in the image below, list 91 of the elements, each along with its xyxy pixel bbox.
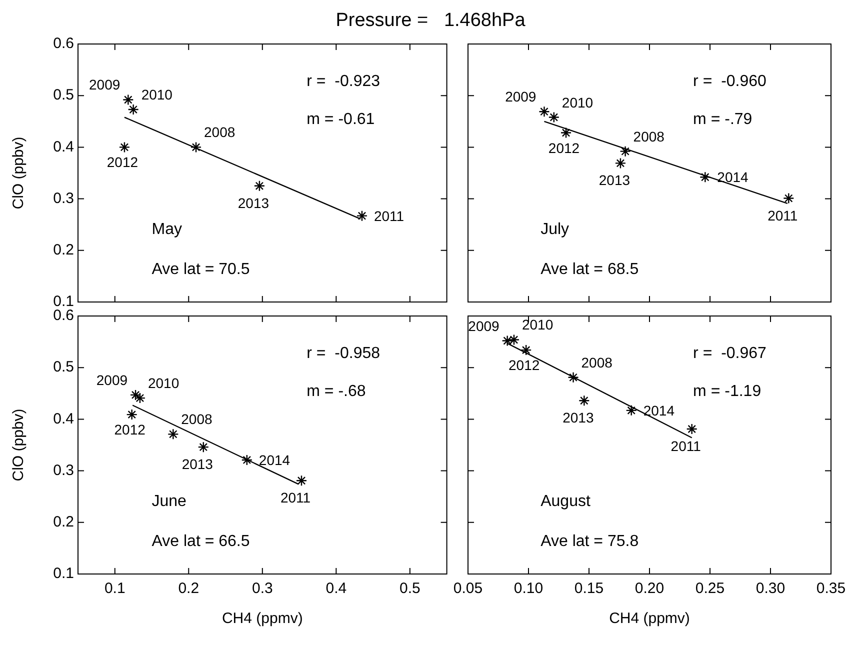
- point: [122, 94, 134, 106]
- x-tick-label: 0.10: [514, 580, 544, 598]
- point: [502, 335, 513, 346]
- point: [241, 454, 253, 466]
- y-tick-label: 0.3: [53, 190, 74, 207]
- x-tick-label: 0.30: [756, 580, 786, 598]
- annotation: 2013: [598, 172, 630, 188]
- y-tick-label: 0.5: [53, 86, 74, 104]
- annotation: 2012: [106, 154, 138, 170]
- point: [168, 428, 179, 440]
- x-tick-label: 0.15: [574, 580, 604, 598]
- annotation: 2013: [182, 456, 214, 472]
- annotation: 2010: [148, 375, 180, 392]
- y-tick-label: 0.1: [53, 565, 74, 582]
- annotation: 2012: [508, 357, 540, 374]
- point: [520, 344, 532, 356]
- x-tick-label: 0.3: [252, 580, 273, 598]
- point: [538, 106, 550, 118]
- annotation: 2012: [548, 140, 580, 156]
- annotation: r = -0.923: [306, 73, 380, 90]
- annotation: 2008: [581, 354, 613, 370]
- point: [620, 146, 631, 157]
- annotation: 2011: [670, 438, 702, 454]
- y-axis-title: ClO (ppbv): [10, 408, 28, 482]
- annotation: June: [152, 493, 187, 510]
- annotation: 2010: [141, 86, 173, 103]
- point: [548, 112, 560, 123]
- annotation: July: [540, 221, 570, 238]
- x-tick-label: 0.1: [104, 580, 126, 598]
- point: [118, 142, 130, 153]
- annotation: m = -1.19: [693, 383, 762, 400]
- point: [254, 180, 266, 192]
- x-tick-label: 0.25: [695, 580, 725, 598]
- annotation: Ave lat = 66.5: [152, 533, 250, 550]
- x-axis-title: CH4 (ppmv): [222, 610, 303, 628]
- annotation: 2010: [562, 94, 594, 110]
- annotation: 2009: [468, 318, 500, 334]
- annotation: Ave lat = 70.5: [152, 261, 250, 278]
- annotation: 2009: [96, 372, 128, 388]
- point: [700, 172, 711, 183]
- y-tick-label: 0.4: [53, 410, 74, 428]
- annotation: m = -.79: [693, 111, 752, 128]
- annotation: 2011: [280, 490, 311, 506]
- chart-title: Pressure = 1.468hPa: [334, 10, 526, 32]
- point: [686, 423, 698, 435]
- annotation: m = -.68: [306, 383, 366, 400]
- point: [128, 104, 139, 116]
- annotation: 2012: [114, 422, 146, 438]
- annotation: 2010: [522, 316, 554, 333]
- point: [198, 441, 209, 453]
- point: [126, 408, 138, 420]
- annotation: Ave lat = 75.8: [540, 533, 639, 550]
- annotation: 2014: [258, 452, 290, 468]
- annotation: 2008: [181, 411, 213, 428]
- y-tick-label: 0.2: [53, 242, 74, 259]
- point: [626, 404, 637, 416]
- point: [614, 158, 626, 169]
- annotation: 2013: [238, 194, 270, 211]
- point: [578, 395, 590, 406]
- x-axis-title: CH4 (ppmv): [609, 610, 690, 628]
- x-tick-label: 0.2: [178, 580, 200, 598]
- x-tick-label: 0.4: [326, 580, 347, 598]
- annotation: 2009: [89, 76, 120, 93]
- y-tick-label: 0.4: [53, 138, 74, 156]
- point: [560, 127, 572, 138]
- annotation: 2008: [633, 128, 665, 144]
- point: [568, 372, 579, 384]
- annotation: 2009: [505, 88, 536, 105]
- annotation: 2008: [204, 124, 236, 140]
- annotation: m = -0.61: [306, 111, 375, 128]
- y-tick-label: 0.6: [53, 35, 74, 52]
- y-tick-label: 0.2: [53, 514, 74, 531]
- y-tick-label: 0.5: [53, 358, 74, 376]
- x-tick-label: 0.05: [453, 580, 483, 598]
- annotation: 2014: [643, 402, 675, 418]
- y-tick-label: 0.3: [53, 462, 74, 479]
- annotation: 2014: [717, 169, 749, 186]
- annotation: 2011: [374, 208, 404, 224]
- x-tick-label: 0.20: [634, 580, 664, 598]
- y-axis-title: ClO (ppbv): [10, 136, 28, 210]
- annotation: r = -0.958: [306, 345, 380, 362]
- annotation: Ave lat = 68.5: [540, 261, 639, 278]
- annotation: 2011: [768, 207, 798, 224]
- x-tick-label: 0.5: [399, 580, 420, 598]
- annotation: r = -0.967: [693, 345, 767, 362]
- annotation: May: [152, 221, 182, 238]
- annotation: 2013: [562, 410, 594, 426]
- x-tick-label: 0.35: [816, 580, 846, 598]
- point: [190, 142, 202, 153]
- annotation: August: [540, 493, 591, 510]
- annotation: r = -0.960: [693, 73, 767, 90]
